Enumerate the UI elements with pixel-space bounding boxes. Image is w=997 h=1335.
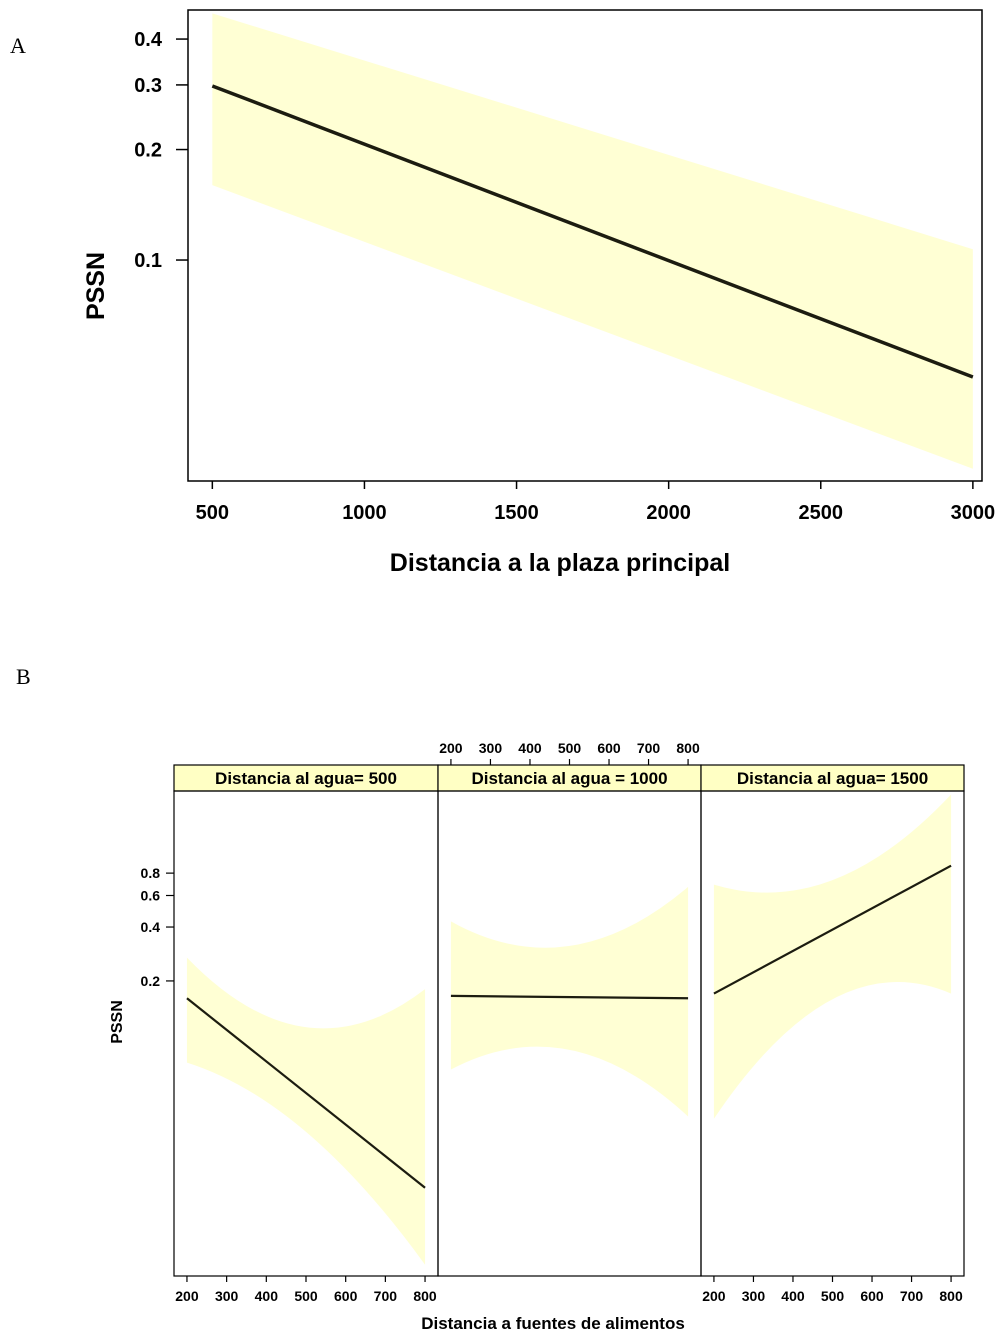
y-tick-label-b: 0.6 [141, 887, 161, 903]
y-tick-label-a: 0.2 [134, 140, 162, 162]
x-axis-title-b: Distancia a fuentes de alimentos [421, 1314, 685, 1333]
y-axis-title-a: PSSN [82, 252, 110, 320]
fit-line-b [450, 994, 689, 1000]
x-tick-label-b: 800 [413, 1288, 437, 1304]
x-tick-label-b: 600 [334, 1288, 358, 1304]
x-tick-label-b: 400 [781, 1288, 805, 1304]
y-axis-title-b: PSSN [109, 1000, 126, 1044]
fit-line-b [713, 864, 952, 995]
y-tick-label-b: 0.4 [141, 919, 161, 935]
x-tick-label-b: 500 [294, 1288, 318, 1304]
confidence-band-b [450, 886, 689, 1117]
x-tick-label-b-top: 300 [479, 740, 503, 756]
x-tick-label-b: 300 [742, 1288, 766, 1304]
facet-strip [700, 764, 965, 792]
x-tick-label-a: 2500 [799, 502, 844, 524]
plot-frame-a [187, 9, 983, 482]
y-tick-label-b: 0.2 [141, 973, 161, 989]
x-tick-label-a: 3000 [951, 502, 996, 524]
x-tick-label-b-top: 500 [558, 740, 582, 756]
y-tick-label-a: 0.4 [134, 29, 163, 51]
x-tick-label-b: 600 [860, 1288, 884, 1304]
x-tick-label-b: 500 [821, 1288, 845, 1304]
x-tick-label-a: 500 [196, 502, 229, 524]
x-tick-label-b: 400 [255, 1288, 279, 1304]
x-tick-label-b: 700 [900, 1288, 924, 1304]
confidence-band-b [186, 957, 426, 1265]
x-tick-label-b: 800 [939, 1288, 963, 1304]
x-tick-label-b: 200 [702, 1288, 726, 1304]
x-tick-label-a: 2000 [646, 502, 691, 524]
x-tick-label-a: 1000 [342, 502, 387, 524]
x-tick-label-b-top: 200 [439, 740, 463, 756]
x-tick-label-a: 1500 [494, 502, 539, 524]
x-tick-label-b: 300 [215, 1288, 239, 1304]
x-tick-label-b: 200 [175, 1288, 199, 1304]
y-tick-label-a: 0.3 [134, 75, 162, 97]
facet-strip-label: Distancia al agua= 1500 [737, 769, 928, 788]
x-tick-label-b-top: 400 [518, 740, 542, 756]
facet-strip-label: Distancia al agua= 500 [215, 769, 397, 788]
panel-letter-b: B [16, 664, 31, 689]
x-tick-label-b: 700 [374, 1288, 398, 1304]
fit-line-a [211, 84, 974, 379]
confidence-band-a [212, 13, 973, 469]
y-tick-label-a: 0.1 [134, 250, 162, 272]
x-axis-title-a: Distancia a la plaza principal [390, 549, 730, 577]
confidence-band-b [713, 794, 952, 1119]
x-tick-label-b-top: 600 [597, 740, 621, 756]
panel-letter-a: A [10, 33, 26, 58]
y-tick-label-b: 0.8 [141, 865, 161, 881]
fit-line-b [186, 997, 426, 1189]
x-tick-label-b-top: 700 [637, 740, 661, 756]
x-tick-label-b-top: 800 [676, 740, 700, 756]
facet-strip-label: Distancia al agua = 1000 [471, 769, 667, 788]
